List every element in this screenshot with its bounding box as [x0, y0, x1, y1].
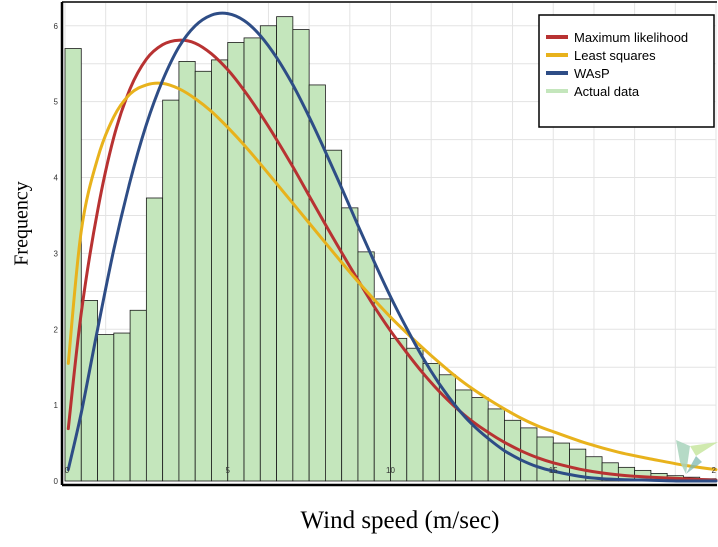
- histogram-bar: [97, 334, 115, 482]
- curve-maximum-likelihood: [66, 38, 718, 482]
- histogram-bar: [455, 389, 473, 482]
- x-tick-labels: 0 5 10 15 2: [65, 466, 717, 475]
- y-tick-label: 0: [54, 477, 59, 486]
- x-tick-label: 15: [549, 466, 558, 475]
- y-tick-labels: 0 1 2 3 4 5 6: [54, 22, 59, 486]
- curve-wasp: [66, 11, 718, 483]
- x-tick-label: 2: [712, 466, 717, 475]
- histogram-bar: [471, 397, 489, 482]
- x-axis-title: Wind speed (m/sec): [300, 507, 500, 534]
- histogram-bar: [178, 61, 196, 482]
- watermark-logo-icon: [676, 440, 718, 474]
- histogram-bar: [390, 337, 408, 482]
- axes: [60, 1, 717, 487]
- histogram-bar: [145, 197, 164, 482]
- legend-label: WAsP: [574, 66, 610, 81]
- y-tick-label: 4: [54, 174, 59, 183]
- legend: Maximum likelihood Least squares WAsP Actua…: [538, 14, 715, 128]
- histogram-bar: [259, 25, 277, 482]
- x-tick-label: 10: [386, 466, 395, 475]
- histogram-bar: [276, 16, 294, 482]
- histogram-bar: [64, 48, 82, 482]
- y-axis-title: Frequency: [10, 181, 33, 266]
- histogram-bar: [324, 149, 343, 482]
- histogram-bar: [162, 99, 180, 482]
- histogram-bar: [341, 207, 359, 482]
- y-tick-label: 3: [54, 249, 59, 258]
- histogram-bar: [129, 309, 147, 482]
- y-tick-label: 1: [54, 401, 59, 410]
- histogram-bar: [438, 374, 457, 482]
- legend-label: Least squares: [574, 48, 656, 63]
- curve-least-squares: [66, 81, 718, 472]
- y-tick-label: 6: [54, 22, 59, 31]
- x-tick-label: 0: [65, 466, 70, 475]
- legend-label: Actual data: [574, 84, 640, 99]
- legend-box: [538, 14, 715, 128]
- histogram-bar: [227, 42, 245, 482]
- fitted-curves: [66, 11, 718, 483]
- histogram-bar: [194, 70, 212, 482]
- histogram-bar: [80, 300, 98, 482]
- histogram-bar: [113, 332, 131, 482]
- y-tick-label: 5: [54, 98, 59, 107]
- x-tick-label: 5: [226, 466, 231, 475]
- y-tick-label: 2: [54, 325, 59, 334]
- legend-label: Maximum likelihood: [574, 30, 688, 45]
